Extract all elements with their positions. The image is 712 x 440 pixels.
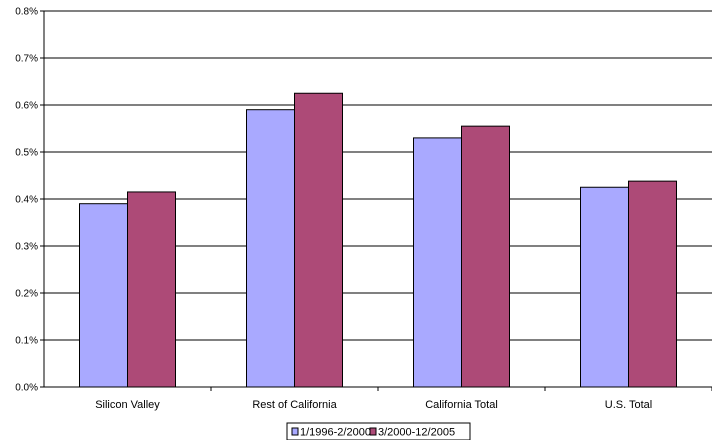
bar-series-1 — [246, 109, 295, 388]
bar-series-2 — [294, 92, 343, 388]
y-tick-label: 0.5% — [15, 148, 38, 159]
bars — [79, 92, 677, 388]
legend-swatch — [369, 427, 377, 436]
x-category-label: Silicon Valley — [95, 399, 160, 411]
y-tick-label: 0.1% — [15, 336, 38, 347]
bar-series-1 — [413, 137, 462, 388]
bar-series-2 — [628, 180, 677, 388]
y-tick-label: 0.2% — [15, 289, 38, 300]
x-category-label: U.S. Total — [605, 399, 653, 411]
y-tick-label: 0.0% — [15, 383, 38, 394]
bar-series-2 — [127, 191, 176, 388]
y-tick-label: 0.3% — [15, 242, 38, 253]
x-axis-category-labels: Silicon Valley Rest of California Californ… — [95, 399, 652, 411]
legend-swatch — [291, 427, 299, 436]
x-category-label: Rest of California — [252, 399, 337, 411]
y-tick-label: 0.7% — [15, 54, 38, 65]
legend-label: 3/2000-12/2005 — [378, 427, 455, 439]
bar-series-2 — [461, 125, 510, 388]
legend-box — [286, 422, 471, 440]
y-tick-label: 0.6% — [15, 101, 38, 112]
axes — [40, 10, 712, 391]
legend-label: 1/1996-2/2000 — [300, 427, 371, 439]
bar-series-1 — [79, 203, 128, 388]
legend: 1/1996-2/2000 3/2000-12/2005 — [286, 422, 471, 440]
y-tick-label: 0.4% — [15, 195, 38, 206]
y-axis-tick-labels: 0.0% 0.1% 0.2% 0.3% 0.4% 0.5% 0.6% 0.7% 0.8% — [15, 7, 38, 394]
x-category-label: California Total — [425, 399, 498, 411]
y-tick-label: 0.8% — [15, 7, 38, 18]
bar-series-1 — [580, 186, 629, 388]
